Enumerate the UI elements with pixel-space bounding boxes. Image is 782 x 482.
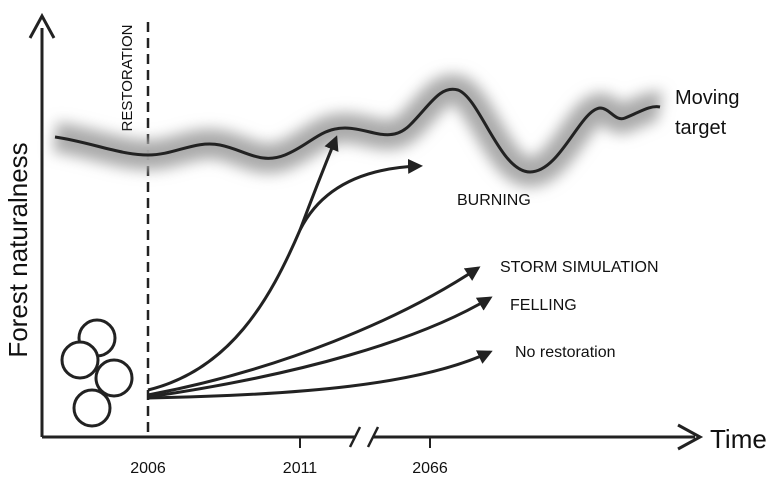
pathway [298,158,423,231]
x-label: Time [710,424,767,454]
tick-label: 2011 [283,460,318,477]
axis-break [348,426,380,448]
pathway [147,296,493,399]
tick-label: 2066 [412,460,448,477]
x-arrow [677,423,704,451]
pathway-label: BURNING [457,192,531,209]
pathway-label: FELLING [510,297,577,314]
pathway [147,135,339,392]
target-line [54,87,661,174]
target-label: Moving [675,87,739,109]
tree-icon [60,318,134,428]
pathway [147,350,493,400]
pathway [147,266,481,397]
target-label: target [675,117,727,139]
restoration-label: RESTORATION [119,25,136,132]
tick-label: 2006 [130,460,166,477]
y-label: Forest naturalness [3,142,33,357]
pathway-label: No restoration [515,344,616,361]
pathway-label: STORM SIMULATION [500,259,659,276]
y-arrow [28,12,56,39]
